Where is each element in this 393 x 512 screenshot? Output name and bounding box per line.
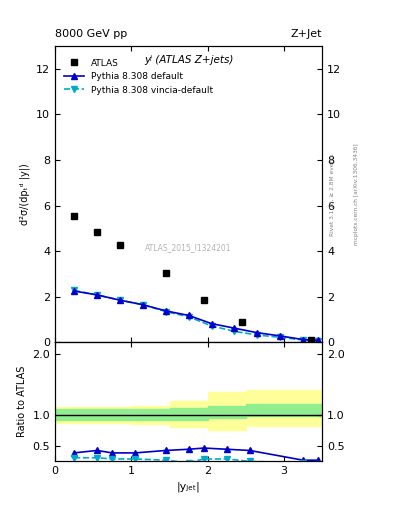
Line: ATLAS: ATLAS (71, 212, 314, 343)
Text: 8000 GeV pp: 8000 GeV pp (55, 29, 127, 39)
Pythia 8.308 vincia-default (232, 328, 237, 334)
Pythia 8.308 default (95, 292, 99, 298)
Text: mcplots.cern.ch [arXiv:1306.3436]: mcplots.cern.ch [arXiv:1306.3436] (354, 144, 359, 245)
Pythia 8.308 vincia-default (118, 297, 122, 303)
Pythia 8.308 vincia-default (163, 308, 168, 314)
Pythia 8.308 default (118, 297, 122, 303)
Pythia 8.308 default (72, 288, 77, 294)
Line: Pythia 8.308 default: Pythia 8.308 default (72, 288, 321, 343)
ATLAS (72, 213, 77, 219)
Pythia 8.308 vincia-default (278, 334, 283, 340)
ATLAS (95, 229, 99, 235)
Pythia 8.308 default (255, 330, 260, 336)
Text: ATLAS_2015_I1324201: ATLAS_2015_I1324201 (145, 243, 232, 252)
ATLAS (163, 270, 168, 276)
Y-axis label: d²σ/(dpₜᵈ |y|): d²σ/(dpₜᵈ |y|) (20, 163, 31, 225)
Pythia 8.308 vincia-default (209, 323, 214, 329)
Pythia 8.308 default (163, 308, 168, 314)
Legend: ATLAS, Pythia 8.308 default, Pythia 8.308 vincia-default: ATLAS, Pythia 8.308 default, Pythia 8.30… (61, 55, 217, 99)
Line: Pythia 8.308 vincia-default: Pythia 8.308 vincia-default (72, 288, 321, 344)
Pythia 8.308 vincia-default (255, 332, 260, 338)
X-axis label: |yⱼₑₜ|: |yⱼₑₜ| (177, 481, 200, 492)
Pythia 8.308 default (209, 321, 214, 327)
Text: Rivet 3.1.10, ≥ 2.8M events: Rivet 3.1.10, ≥ 2.8M events (330, 153, 335, 236)
Pythia 8.308 default (186, 312, 191, 318)
Pythia 8.308 default (316, 337, 321, 344)
Pythia 8.308 vincia-default (72, 287, 77, 293)
Pythia 8.308 default (301, 336, 305, 343)
Text: Z+Jet: Z+Jet (291, 29, 322, 39)
Pythia 8.308 vincia-default (186, 314, 191, 320)
ATLAS (309, 336, 313, 343)
Y-axis label: Ratio to ATLAS: Ratio to ATLAS (17, 366, 27, 437)
Pythia 8.308 default (278, 333, 283, 339)
Pythia 8.308 vincia-default (95, 292, 99, 298)
Pythia 8.308 default (232, 325, 237, 331)
Text: yʲ (ATLAS Z+jets): yʲ (ATLAS Z+jets) (144, 55, 233, 65)
Pythia 8.308 vincia-default (301, 337, 305, 343)
ATLAS (240, 319, 244, 325)
ATLAS (118, 242, 122, 248)
Pythia 8.308 default (140, 302, 145, 308)
Pythia 8.308 vincia-default (140, 302, 145, 308)
Pythia 8.308 vincia-default (316, 338, 321, 344)
ATLAS (202, 297, 206, 303)
